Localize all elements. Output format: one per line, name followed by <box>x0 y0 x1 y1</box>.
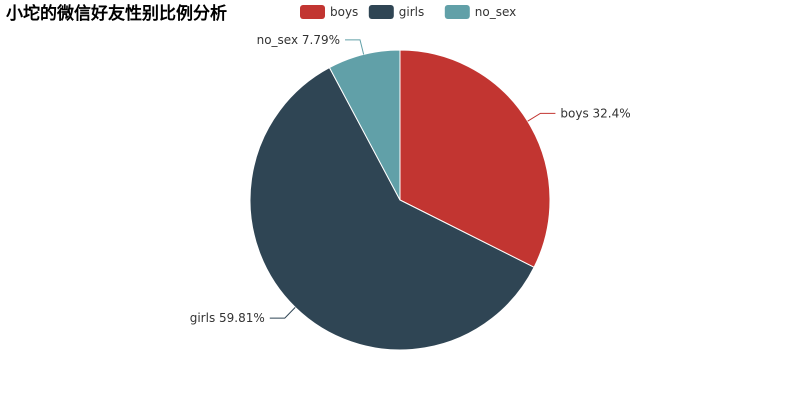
label-line-girls <box>269 307 296 319</box>
legend-item-no-sex[interactable]: no_sex <box>444 5 516 19</box>
label-line-no-sex <box>345 39 365 55</box>
slice-label-no-sex: no_sex 7.79% <box>257 33 340 47</box>
legend-label: boys <box>330 5 358 19</box>
legend-swatch <box>368 5 394 19</box>
legend-swatch <box>444 5 470 19</box>
chart-title: 小坨的微信好友性别比例分析 <box>6 4 227 24</box>
slice-label-boys: boys 32.4% <box>560 106 630 120</box>
legend-item-boys[interactable]: boys <box>300 5 358 19</box>
legend-label: girls <box>399 5 424 19</box>
label-line-boys <box>527 112 556 122</box>
legend-item-girls[interactable]: girls <box>368 5 424 19</box>
legend-label: no_sex <box>475 5 516 19</box>
legend-swatch <box>300 5 325 19</box>
pie-slice-girls[interactable] <box>249 67 535 351</box>
slice-label-girls: girls 59.81% <box>190 311 265 325</box>
